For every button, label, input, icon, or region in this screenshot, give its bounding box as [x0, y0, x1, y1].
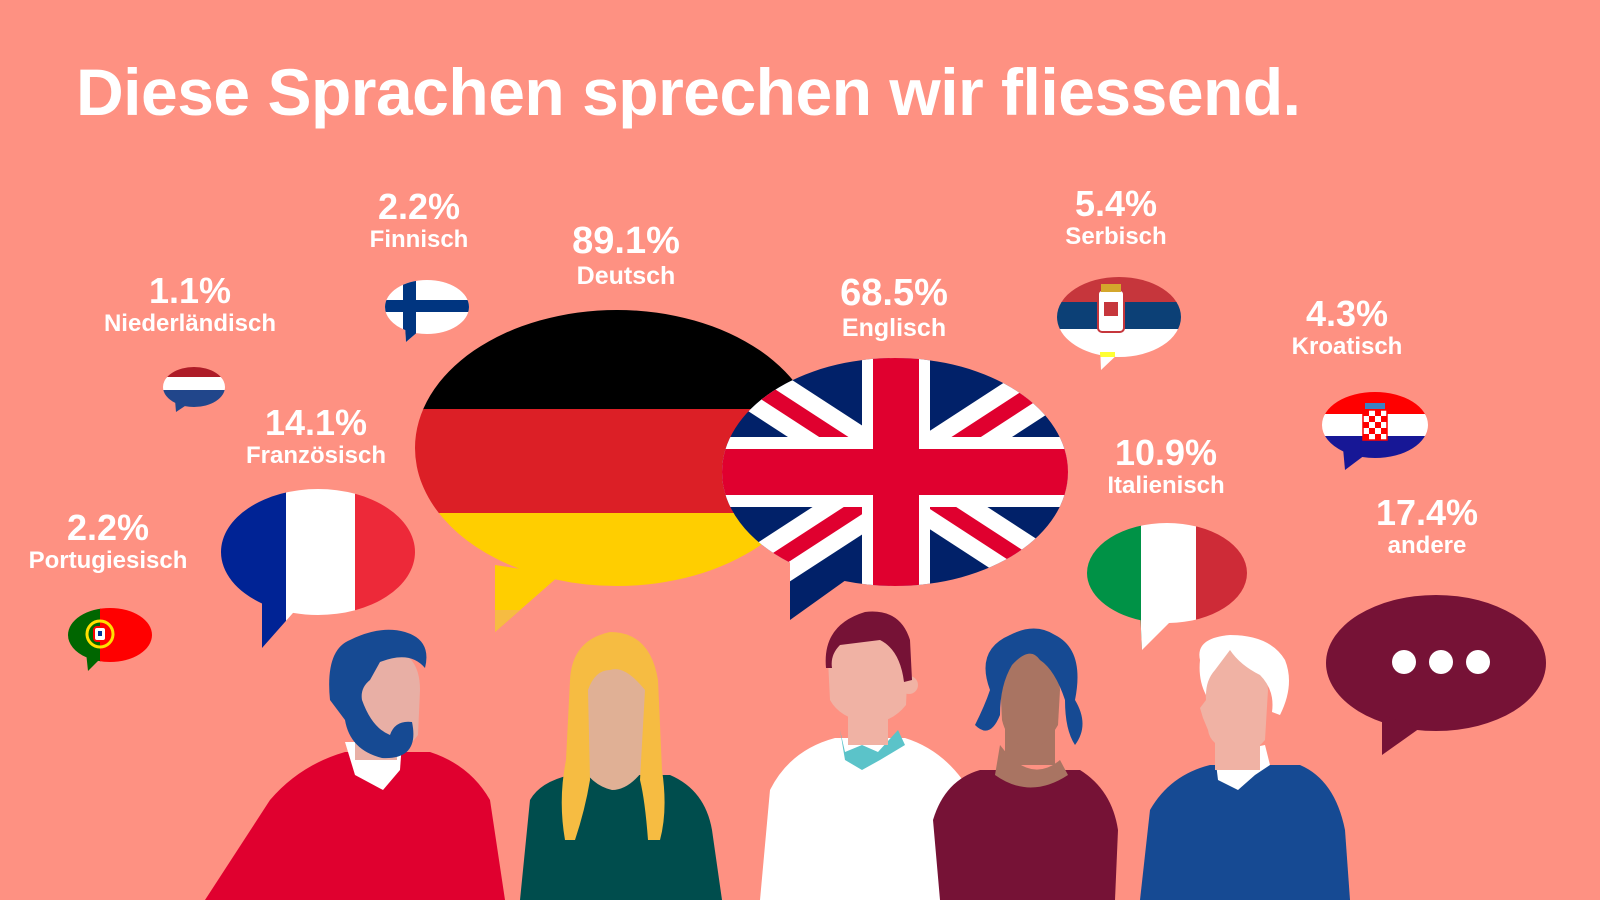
language-finnisch: Finnisch — [369, 225, 469, 253]
percent-kroatisch: 4.3% — [1305, 293, 1389, 334]
percent-englisch: 68.5% — [840, 272, 948, 314]
label-italienisch: 10.9% Italienisch — [1107, 434, 1224, 499]
percent-franzoesisch: 14.1% — [264, 402, 368, 443]
page-title: Diese Sprachen sprechen wir fliessend. — [76, 55, 1301, 129]
percent-italienisch: 10.9% — [1114, 432, 1218, 473]
label-niederlaendisch: 1.1% Niederländisch — [104, 272, 276, 337]
language-andere: andere — [1387, 531, 1467, 559]
percent-finnisch: 2.2% — [377, 186, 461, 227]
blond-woman-green-top — [520, 632, 722, 900]
language-deutsch: Deutsch — [576, 261, 676, 290]
percent-deutsch: 89.1% — [572, 220, 680, 262]
label-franzoesisch: 14.1% Französisch — [246, 404, 386, 469]
percent-andere: 17.4% — [1375, 492, 1479, 533]
croatia-flag — [1322, 392, 1428, 470]
man-white-shirt — [760, 611, 985, 900]
woman-maroon-top — [933, 628, 1118, 900]
france-flag — [221, 489, 415, 648]
grey-haired-man-blue-sweater — [1140, 635, 1350, 900]
language-italienisch: Italienisch — [1107, 471, 1225, 499]
label-andere: 17.4% andere — [1376, 494, 1478, 559]
ellipsis-icon — [1326, 595, 1546, 755]
netherlands-flag — [163, 367, 225, 412]
language-englisch: Englisch — [841, 313, 947, 342]
portugal-flag — [68, 608, 152, 671]
label-finnisch: 2.2% Finnisch — [370, 188, 469, 253]
italy-flag — [1087, 523, 1247, 650]
language-serbisch: Serbisch — [1065, 222, 1167, 250]
serbia-flag — [1057, 277, 1181, 370]
language-niederlaendisch: Niederländisch — [103, 309, 277, 337]
finland-flag — [385, 280, 469, 342]
percent-portugiesisch: 2.2% — [66, 507, 150, 548]
language-kroatisch: Kroatisch — [1291, 332, 1403, 360]
label-portugiesisch: 2.2% Portugiesisch — [29, 509, 188, 574]
bearded-man-red-sweater — [205, 629, 505, 900]
label-deutsch: 89.1% Deutsch — [572, 220, 680, 291]
label-serbisch: 5.4% Serbisch — [1065, 185, 1166, 250]
language-portugiesisch: Portugiesisch — [28, 546, 188, 574]
language-franzoesisch: Französisch — [245, 441, 387, 469]
percent-niederlaendisch: 1.1% — [148, 270, 232, 311]
label-kroatisch: 4.3% Kroatisch — [1292, 295, 1403, 360]
percent-serbisch: 5.4% — [1074, 183, 1158, 224]
label-englisch: 68.5% Englisch — [840, 272, 948, 343]
